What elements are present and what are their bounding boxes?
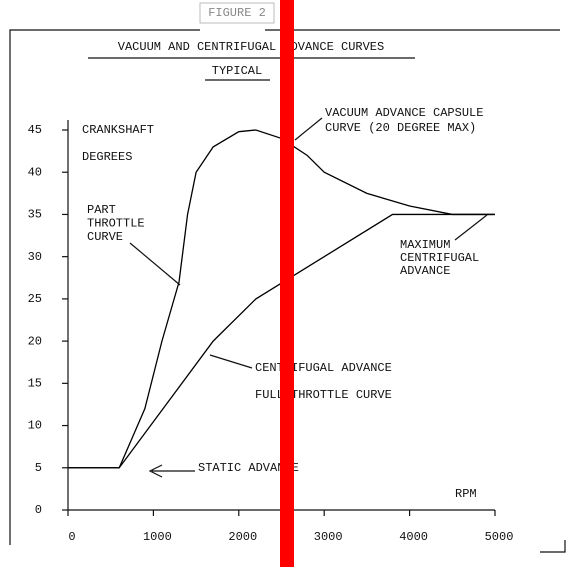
annotation: MAXIMUM	[400, 238, 450, 252]
leader-line	[209, 354, 253, 369]
x-tick-label: 3000	[314, 530, 343, 544]
x-axis-label: RPM	[455, 487, 477, 501]
annotation: THROTTLE	[87, 217, 145, 231]
x-tick-label: 4000	[399, 530, 428, 544]
y-tick-label: 35	[28, 208, 42, 222]
frame	[9, 29, 560, 545]
annotation: ADVANCE	[400, 264, 450, 278]
annotation: STATIC ADVANCE	[198, 461, 299, 475]
x-tick-label: 2000	[228, 530, 257, 544]
y-tick-label: 30	[28, 250, 42, 264]
annotation: CENTRIFUGAL ADVANCE	[255, 361, 392, 375]
leader-line	[454, 214, 488, 241]
leader-line	[129, 242, 181, 286]
figure-label: FIGURE 2	[208, 6, 266, 20]
chart-title: VACUUM AND CENTRIFUGAL ADVANCE CURVES	[118, 40, 384, 54]
y-axis-label: CRANKSHAFT	[82, 123, 154, 137]
red-marker	[280, 0, 294, 567]
y-tick-label: 0	[35, 503, 42, 517]
figure-box	[199, 2, 275, 24]
x-tick-label: 5000	[485, 530, 514, 544]
leader-line	[294, 117, 323, 141]
annotation: CURVE (20 DEGREE MAX)	[325, 121, 476, 135]
annotation: CENTRIFUGAL	[400, 251, 479, 265]
annotation: CURVE	[87, 230, 123, 244]
frame-corner	[540, 540, 566, 553]
y-tick-label: 10	[28, 419, 42, 433]
chart-subtitle: TYPICAL	[212, 64, 262, 78]
y-tick-label: 45	[28, 123, 42, 137]
y-tick-label: 15	[28, 377, 42, 391]
y-tick-label: 40	[28, 165, 42, 179]
series-line	[68, 213, 495, 469]
y-axis-label: DEGREES	[82, 150, 132, 164]
x-tick-label: 1000	[143, 530, 172, 544]
y-tick-label: 25	[28, 292, 42, 306]
annotation: VACUUM ADVANCE CAPSULE	[325, 106, 483, 120]
y-tick-label: 5	[35, 461, 42, 475]
y-tick-label: 20	[28, 334, 42, 348]
annotation: PART	[87, 203, 116, 217]
x-tick-label: 0	[68, 530, 75, 544]
annotation: FULL THROTTLE CURVE	[255, 388, 392, 402]
arrow	[148, 464, 195, 478]
series-line	[68, 129, 495, 469]
